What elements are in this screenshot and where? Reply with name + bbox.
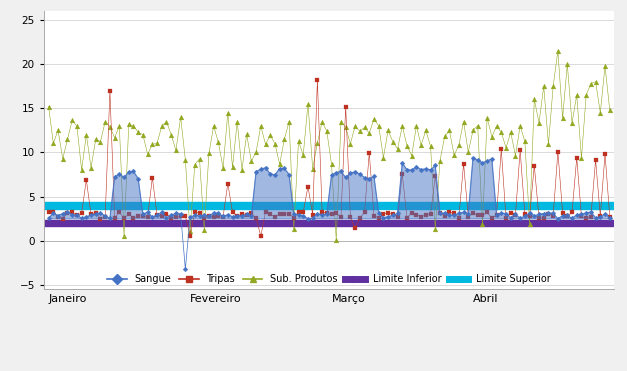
- Bar: [44, 202, 614, 209]
- Bar: [44, 220, 614, 226]
- Legend: Sangue, Tripas, Sub. Produtos, Limite Inferior, Limite Superior: Sangue, Tripas, Sub. Produtos, Limite In…: [105, 272, 554, 287]
